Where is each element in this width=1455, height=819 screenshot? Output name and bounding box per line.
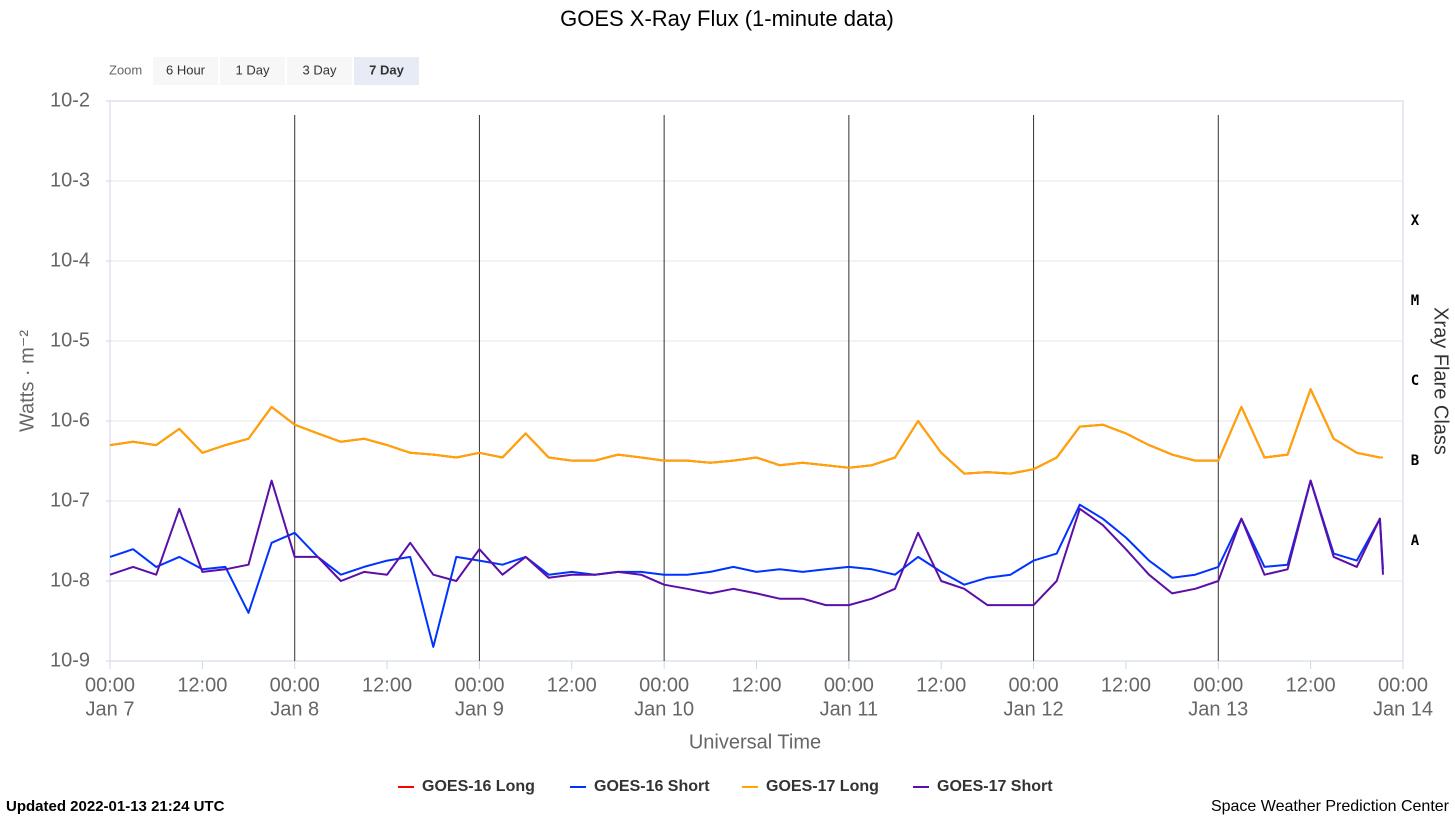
zoom-button[interactable]: 1 Day [220,57,285,85]
zoom-label: Zoom [109,62,142,77]
x-tick-label: 00:00 [824,674,874,696]
y-tick-label: 10-8 [50,569,90,591]
chart-title: GOES X-Ray Flux (1-minute data) [560,6,894,31]
zoom-button[interactable]: 7 Day [354,57,419,85]
legend-item[interactable]: GOES-17 Long [742,778,879,795]
y-tick-label: 10-2 [50,89,90,111]
x-tick-label: 12:00 [547,674,597,696]
y-tick-label: 10-9 [50,649,90,671]
x-tick-label: 00:00 [1009,674,1059,696]
x-tick-label: 00:00 [270,674,320,696]
y2-axis-title: Xray Flare Class [1430,307,1452,455]
legend-label[interactable]: GOES-17 Long [766,778,879,795]
legend-item[interactable]: GOES-17 Short [913,778,1053,795]
flare-class-label: A [1411,533,1420,549]
y-axis-title: Watts · m⁻² [16,330,38,432]
flare-class-label: M [1411,293,1419,309]
zoom-button-bg[interactable] [287,57,352,85]
y-tick-label: 10-5 [50,329,90,351]
zoom-button-bg[interactable] [153,57,218,85]
x-tick-label: 00:00 [454,674,504,696]
x-tick-label: Jan 7 [86,698,135,720]
x-tick-label: 12:00 [731,674,781,696]
x-tick-label: 12:00 [362,674,412,696]
legend-label[interactable]: GOES-17 Short [937,778,1053,795]
x-tick-label: 12:00 [916,674,966,696]
y-tick-label: 10-7 [50,489,90,511]
flare-class-label: C [1411,373,1419,389]
x-tick-label: Jan 11 [820,698,879,720]
flare-class-label: X [1411,213,1420,229]
zoom-button[interactable]: 3 Day [287,57,352,85]
flare-class-label: B [1411,453,1419,469]
series-line [109,479,1384,648]
x-tick-label: 00:00 [85,674,135,696]
x-tick-label: Jan 8 [270,698,319,720]
y-tick-label: 10-4 [50,249,90,271]
updated-note: Updated 2022-01-13 21:24 UTC [6,798,225,815]
x-tick-label: Jan 14 [1373,698,1433,720]
x-tick-label: Jan 9 [455,698,504,720]
x-tick-label: 00:00 [1193,674,1243,696]
zoom-button-label[interactable]: 1 Day [236,62,270,77]
y-tick-label: 10-3 [50,169,90,191]
y-tick-label: 10-6 [50,409,90,431]
series-line [109,388,1383,475]
legend-label[interactable]: GOES-16 Short [594,778,710,795]
x-tick-label: 12:00 [177,674,227,696]
series-line [109,479,1384,607]
x-tick-label: 12:00 [1286,674,1336,696]
x-tick-label: Jan 10 [634,698,694,720]
zoom-button-label[interactable]: 6 Hour [166,62,206,77]
zoom-button-bg[interactable] [220,57,285,85]
x-tick-label: 00:00 [1378,674,1428,696]
legend-label[interactable]: GOES-16 Long [422,778,535,795]
zoom-button[interactable]: 6 Hour [153,57,218,85]
legend-item[interactable]: GOES-16 Short [570,778,710,795]
zoom-button-bg[interactable] [354,57,419,85]
zoom-button-label[interactable]: 7 Day [369,62,404,77]
x-axis-title: Universal Time [689,731,821,753]
x-tick-label: 12:00 [1101,674,1151,696]
x-tick-label: 00:00 [639,674,689,696]
x-tick-label: Jan 12 [1004,698,1064,720]
x-tick-label: Jan 13 [1188,698,1248,720]
zoom-button-label[interactable]: 3 Day [303,62,337,77]
credit: Space Weather Prediction Center [1211,798,1450,815]
legend-item[interactable]: GOES-16 Long [398,778,535,795]
